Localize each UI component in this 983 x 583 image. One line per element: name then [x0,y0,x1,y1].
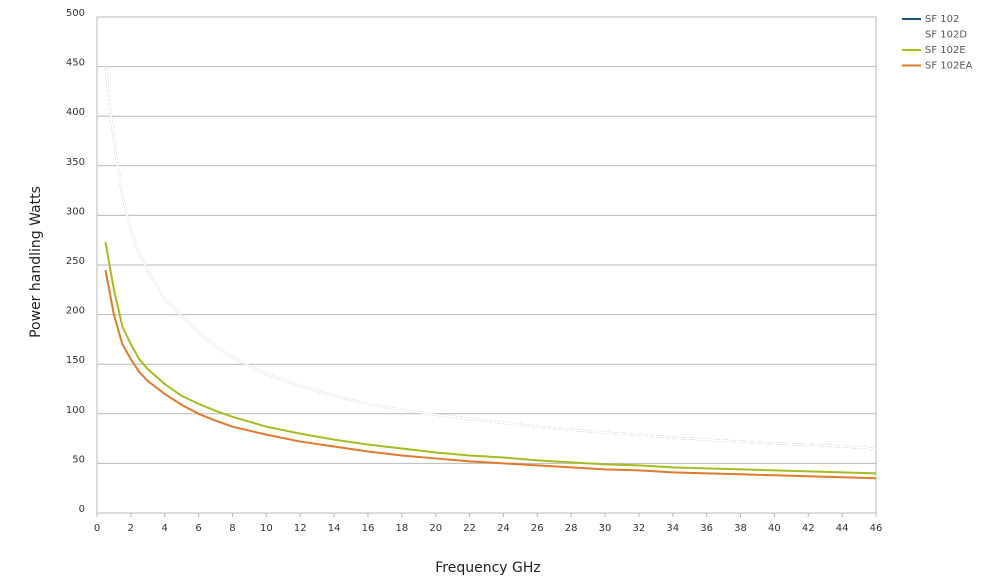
x-tick-label: 8 [229,523,235,534]
y-tick-label: 300 [66,206,85,217]
x-tick-label: 20 [429,523,442,534]
legend-label: SF 102E [925,45,966,56]
x-tick-label: 36 [700,523,713,534]
y-tick-label: 500 [66,8,85,19]
y-tick-label: 350 [66,157,85,168]
y-tick-label: 50 [72,454,85,465]
y-tick-label: 200 [66,306,85,317]
x-tick-label: 32 [633,523,646,534]
x-tick-label: 14 [328,523,341,534]
line-series [104,269,877,480]
plot-frame [96,16,877,514]
y-axis-label: Power handling Watts [28,186,44,338]
x-tick-label: 10 [260,523,273,534]
x-tick-label: 18 [395,523,408,534]
x-tick-label: 44 [836,523,849,534]
y-tick-label: 400 [66,107,85,118]
x-tick-label: 28 [565,523,578,534]
line-series [104,66,877,450]
line-series [104,242,877,475]
x-tick-label: 4 [162,523,168,534]
x-tick-label: 38 [734,523,747,534]
x-tick-label: 12 [294,523,307,534]
x-tick-label: 46 [870,523,883,534]
x-tick-label: 22 [463,523,476,534]
x-axis-label: Frequency GHz [435,560,541,576]
x-tick-label: 42 [802,523,815,534]
legend-label: SF 102D [925,30,967,41]
y-tick-label: 450 [66,58,85,69]
x-tick-label: 0 [94,523,100,534]
y-tick-label: 0 [79,504,85,515]
x-tick-label: 26 [531,523,544,534]
x-tick-label: 2 [128,523,134,534]
y-tick-label: 150 [66,355,85,366]
y-tick-label: 100 [66,405,85,416]
x-tick-label: 34 [666,523,679,534]
x-tick-label: 24 [497,523,510,534]
x-tick-label: 30 [599,523,612,534]
legend-label: SF 102EA [925,61,973,72]
x-tick-label: 40 [768,523,781,534]
x-tick-label: 16 [362,523,375,534]
legend-label: SF 102 [925,14,959,25]
x-tick-label: 6 [195,523,201,534]
y-tick-label: 250 [66,256,85,267]
line-series [104,66,877,450]
